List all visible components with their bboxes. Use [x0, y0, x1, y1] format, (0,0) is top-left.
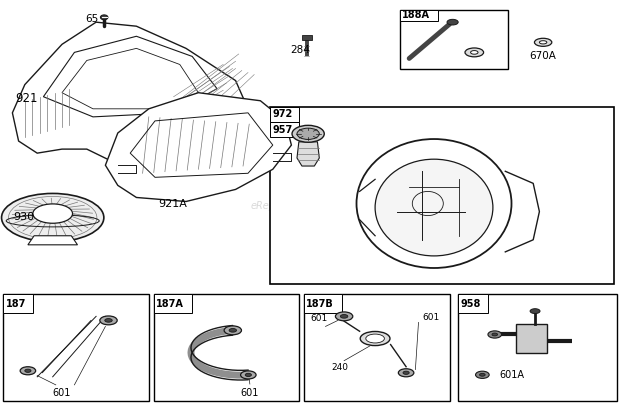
Text: 240: 240 [331, 363, 348, 372]
Circle shape [100, 15, 108, 20]
Ellipse shape [488, 331, 502, 338]
Ellipse shape [297, 128, 319, 139]
Ellipse shape [1, 193, 104, 242]
Text: 601: 601 [311, 314, 328, 323]
Text: 601A: 601A [500, 370, 525, 380]
Ellipse shape [360, 331, 390, 345]
Bar [270, 107, 614, 284]
Ellipse shape [356, 139, 512, 268]
Ellipse shape [246, 373, 252, 376]
Ellipse shape [476, 371, 489, 378]
Ellipse shape [366, 334, 384, 343]
Ellipse shape [292, 125, 324, 142]
Bar [304, 294, 342, 314]
Text: 972: 972 [272, 110, 293, 119]
Ellipse shape [375, 159, 493, 256]
Ellipse shape [241, 371, 256, 379]
Ellipse shape [340, 314, 348, 318]
Ellipse shape [492, 333, 498, 336]
Bar [270, 122, 299, 137]
Bar [400, 10, 508, 69]
Ellipse shape [534, 38, 552, 46]
Text: 670A: 670A [529, 51, 556, 60]
Text: 601: 601 [423, 314, 440, 322]
Ellipse shape [33, 204, 73, 223]
Text: 187: 187 [6, 299, 26, 309]
Text: eReplacementParts.com: eReplacementParts.com [250, 201, 370, 210]
Ellipse shape [465, 48, 484, 57]
Text: 957: 957 [272, 125, 293, 135]
Ellipse shape [335, 312, 353, 321]
Bar [302, 35, 312, 40]
Ellipse shape [403, 371, 409, 374]
Text: 188A: 188A [402, 10, 430, 20]
Bar [270, 107, 299, 122]
Ellipse shape [25, 369, 31, 372]
Text: 921: 921 [16, 92, 38, 105]
Ellipse shape [100, 316, 117, 325]
Bar [400, 10, 438, 21]
Bar [3, 294, 33, 314]
Ellipse shape [471, 51, 478, 54]
Text: 921A: 921A [158, 199, 187, 208]
Bar [154, 294, 192, 314]
Ellipse shape [447, 19, 458, 25]
Ellipse shape [20, 367, 35, 375]
Polygon shape [28, 236, 78, 245]
Ellipse shape [229, 328, 236, 332]
Ellipse shape [539, 41, 547, 44]
Text: 187B: 187B [306, 299, 334, 309]
Ellipse shape [530, 309, 540, 314]
Text: 930: 930 [14, 212, 35, 222]
Ellipse shape [399, 369, 414, 377]
Text: 601: 601 [241, 388, 259, 398]
Bar [154, 294, 299, 401]
Ellipse shape [480, 373, 485, 376]
Bar [458, 294, 617, 401]
Ellipse shape [224, 326, 241, 335]
Ellipse shape [105, 318, 112, 322]
Text: 65: 65 [86, 14, 99, 24]
Text: 601: 601 [53, 388, 71, 398]
Bar [516, 324, 547, 353]
Bar [458, 294, 488, 314]
Text: 187A: 187A [156, 299, 184, 309]
Polygon shape [105, 93, 291, 202]
Polygon shape [297, 142, 319, 166]
Text: 958: 958 [460, 299, 481, 309]
Bar [304, 294, 450, 401]
Text: 284: 284 [290, 46, 310, 55]
Bar [3, 294, 149, 401]
